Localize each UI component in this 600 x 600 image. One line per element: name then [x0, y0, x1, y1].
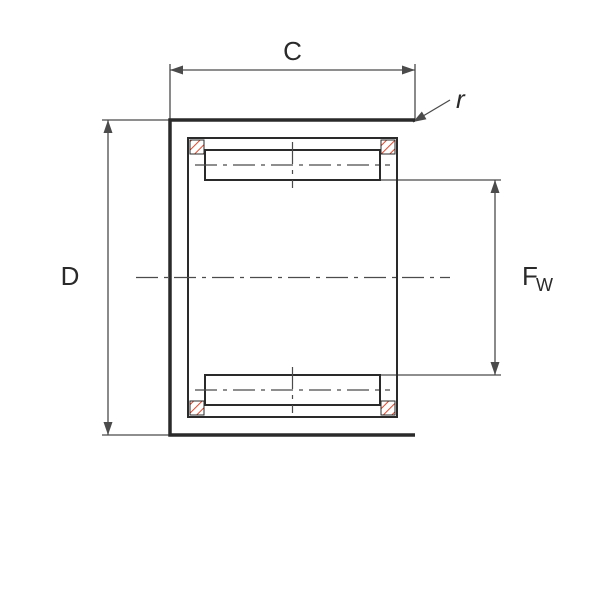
canvas-bg [0, 0, 600, 600]
dim-d-label: D [61, 261, 80, 291]
r-label: r [456, 84, 466, 114]
hatch-box-1 [381, 140, 395, 154]
hatch-box-2 [190, 401, 204, 415]
hatch-box-3 [381, 401, 395, 415]
hatch-box-0 [190, 140, 204, 154]
dim-fw-sub: W [536, 275, 553, 295]
dim-c-label: C [283, 36, 302, 66]
